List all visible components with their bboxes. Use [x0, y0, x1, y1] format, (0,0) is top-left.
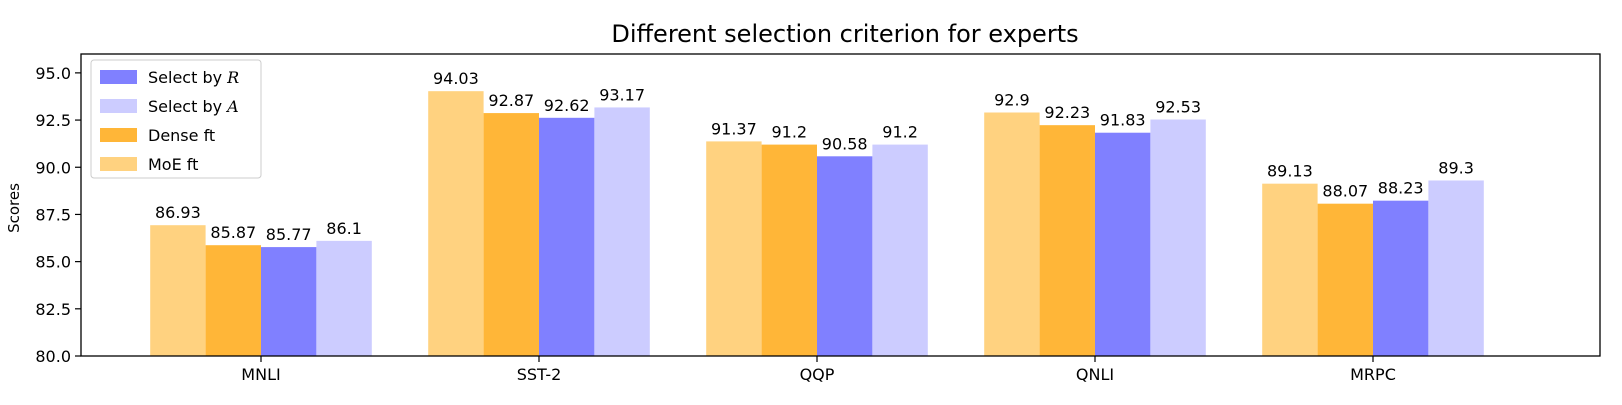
- bar-value-label: 91.83: [1100, 111, 1146, 130]
- bar: [817, 156, 873, 356]
- legend-swatch: [100, 99, 137, 113]
- x-tick-label: QQP: [800, 365, 835, 384]
- bar-value-label: 92.23: [1044, 103, 1090, 122]
- legend-symbol: A: [225, 97, 239, 116]
- bar-value-label: 92.9: [994, 91, 1030, 110]
- bar-value-label: 91.2: [771, 123, 807, 142]
- plot-area: 86.93 94.03 91.37 92.9 89.13 85.87 92.87 91.2 92…: [35, 64, 1484, 384]
- bar: [428, 91, 484, 357]
- bar: [984, 112, 1040, 356]
- bar-value-label: 91.37: [711, 119, 757, 138]
- y-axis-label: Scores: [5, 183, 23, 233]
- bar: [1150, 119, 1206, 356]
- bar: [1428, 180, 1484, 356]
- bar: [1317, 203, 1373, 356]
- bar-value-label: 85.87: [210, 223, 256, 242]
- bar: [316, 240, 372, 356]
- legend-swatch: [100, 70, 137, 84]
- bar-value-label: 93.17: [599, 85, 645, 104]
- bar: [261, 247, 317, 356]
- bar: [761, 144, 817, 356]
- bar: [205, 245, 261, 356]
- legend-label: MoE ft: [148, 155, 198, 174]
- bar-value-label: 85.77: [266, 225, 312, 244]
- bar-value-label: 91.2: [882, 123, 918, 142]
- bar-value-label: 92.87: [488, 91, 534, 110]
- y-tick-label: 85.0: [35, 253, 71, 272]
- bar: [706, 141, 762, 356]
- x-tick-label: SST-2: [517, 365, 562, 384]
- y-tick-label: 80.0: [35, 347, 71, 366]
- bar-value-label: 89.13: [1267, 162, 1313, 181]
- legend-label: Dense ft: [148, 126, 215, 145]
- bar: [1262, 183, 1318, 356]
- bar-value-label: 92.53: [1155, 98, 1201, 117]
- bar: [594, 107, 650, 356]
- bar-value-label: 86.1: [326, 219, 362, 238]
- legend-label: Select by A: [148, 97, 239, 116]
- y-tick-label: 90.0: [35, 158, 71, 177]
- bar-value-label: 86.93: [155, 203, 201, 222]
- bar: [1095, 132, 1151, 356]
- bar-value-label: 89.3: [1438, 158, 1474, 177]
- legend-swatch: [100, 157, 137, 171]
- x-tick-label: MNLI: [241, 365, 280, 384]
- legend-symbol: R: [226, 68, 239, 87]
- bar-value-label: 92.62: [544, 96, 590, 115]
- bar: [539, 117, 595, 356]
- bar: [483, 113, 539, 356]
- plot-frame: [80, 53, 1601, 357]
- legend: Select by R Select by A Dense ft MoE ft: [90, 59, 262, 179]
- bar: [150, 225, 206, 356]
- y-tick-label: 92.5: [35, 111, 71, 130]
- y-tick-label: 82.5: [35, 300, 71, 319]
- bar-value-label: 90.58: [822, 134, 868, 153]
- bar-value-label: 88.23: [1378, 179, 1424, 198]
- chart-title: Different selection criterion for expert…: [611, 20, 1078, 48]
- legend-swatch: [100, 128, 137, 142]
- bar-value-label: 94.03: [433, 69, 479, 88]
- bar: [1039, 125, 1095, 356]
- bar-value-label: 88.07: [1322, 182, 1368, 201]
- y-tick-label: 87.5: [35, 205, 71, 224]
- legend-label: Select by R: [148, 68, 239, 87]
- legend-box: [90, 59, 262, 179]
- y-tick-label: 95.0: [35, 64, 71, 83]
- bar: [1373, 200, 1429, 356]
- bar: [872, 144, 928, 356]
- x-tick-label: QNLI: [1076, 365, 1114, 384]
- x-tick-label: MRPC: [1350, 365, 1396, 384]
